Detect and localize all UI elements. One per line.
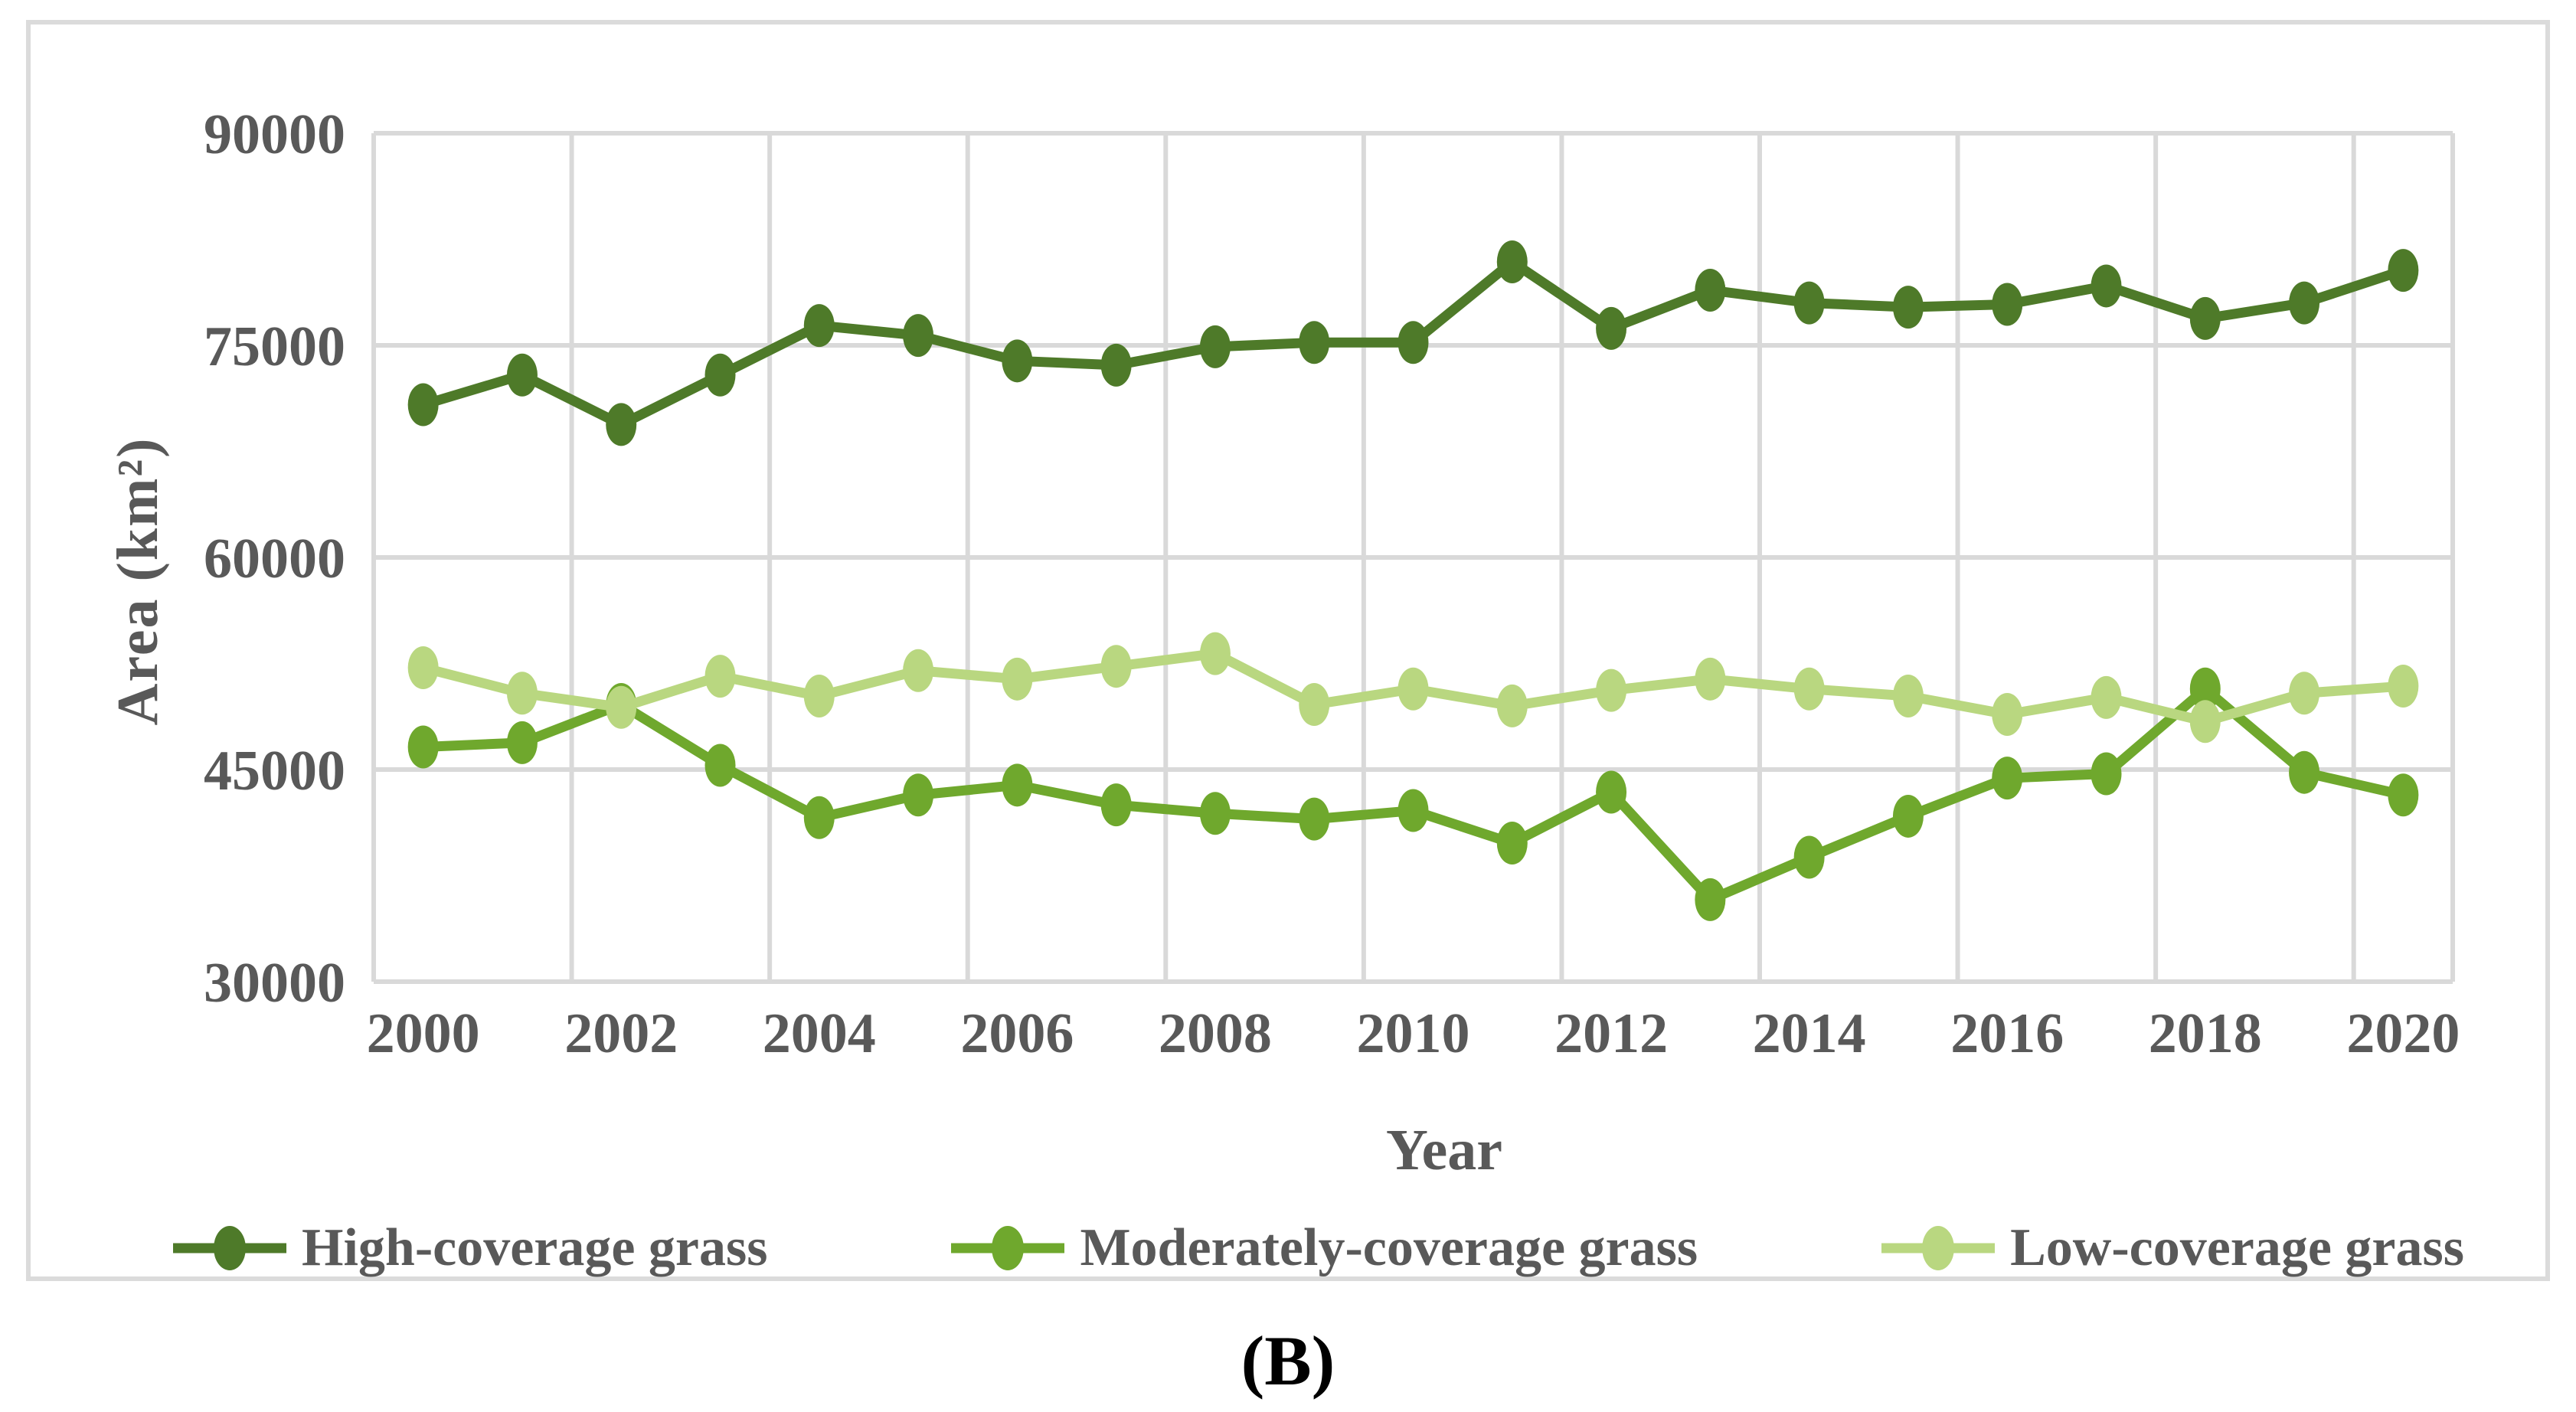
series-marker-high (606, 403, 637, 446)
series-marker-high (1100, 343, 1132, 387)
series-marker-high (2289, 281, 2320, 325)
x-tick-label: 2008 (1159, 1002, 1272, 1065)
series-marker-moderate (2189, 667, 2221, 711)
series-marker-low (606, 685, 637, 729)
series-marker-high (903, 314, 934, 358)
series-marker-low (1496, 684, 1528, 727)
series-marker-low (1299, 683, 1330, 727)
series-marker-low (1398, 667, 1429, 711)
series-marker-low (1793, 667, 1825, 711)
series-marker-low (1892, 674, 1924, 717)
x-tick-label: 2018 (2149, 1002, 2262, 1065)
x-tick-label: 2020 (2346, 1002, 2460, 1065)
series-marker-moderate (903, 773, 934, 817)
series-marker-high (2189, 296, 2221, 340)
series-marker-low (506, 672, 538, 715)
series-marker-low (1002, 657, 1033, 701)
y-tick-label: 75000 (204, 315, 345, 378)
series-marker-high (1695, 268, 1726, 312)
series-marker-moderate (1496, 822, 1528, 865)
series-marker-low (803, 674, 835, 717)
series-marker-high (2388, 249, 2419, 293)
legend-label-high-coverage: High-coverage grass (302, 1218, 768, 1277)
series-marker-moderate (2289, 750, 2320, 794)
series-marker-moderate (1002, 763, 1033, 807)
series-marker-moderate (2388, 773, 2419, 817)
series-marker-high (407, 383, 439, 427)
series-marker-moderate (1100, 783, 1132, 827)
series-marker-moderate (1596, 770, 1627, 814)
series-marker-low (704, 655, 736, 698)
chart-legend: High-coverage grass Moderately-coverage … (61, 1210, 2576, 1286)
series-marker-high (1199, 325, 1231, 368)
series-marker-low (2189, 700, 2221, 744)
series-marker-high (1002, 339, 1033, 383)
x-tick-label: 2014 (1753, 1002, 1866, 1065)
legend-item-high-coverage: High-coverage grass (173, 1218, 767, 1279)
series-marker-moderate (1398, 789, 1429, 832)
series-marker-low (1695, 657, 1726, 701)
series-marker-low (407, 646, 439, 690)
series-marker-low (2388, 665, 2419, 708)
series-marker-moderate (803, 796, 835, 839)
series-marker-low (1199, 632, 1231, 675)
chart-figure-frame: 90000 75000 60000 45000 30000 2000 2002 2004 200… (26, 20, 2550, 1281)
y-axis-title: Area (km²) (106, 436, 170, 726)
x-tick-label: 2004 (763, 1002, 876, 1065)
series-marker-moderate (704, 744, 736, 787)
series-marker-moderate (1992, 757, 2023, 800)
legend-item-low-coverage: Low-coverage grass (1881, 1218, 2464, 1279)
figure-caption: (B) (1241, 1322, 1335, 1400)
y-tick-label: 90000 (204, 103, 345, 166)
x-tick-label: 2016 (1950, 1002, 2064, 1065)
x-tick-label: 2006 (960, 1002, 1074, 1065)
series-marker-low (2289, 672, 2320, 715)
legend-label-low-coverage: Low-coverage grass (2010, 1218, 2464, 1277)
legend-marker-low-icon (1881, 1221, 1996, 1276)
series-marker-moderate (1892, 794, 1924, 838)
legend-label-moderately-coverage: Moderately-coverage grass (1080, 1218, 1698, 1277)
series-marker-high (803, 304, 835, 348)
series-marker-moderate (1793, 835, 1825, 879)
series-marker-high (1596, 306, 1627, 350)
y-tick-label: 60000 (204, 528, 345, 590)
y-tick-label: 30000 (204, 952, 345, 1015)
series-marker-high (1992, 283, 2023, 326)
legend-marker-high-icon (173, 1221, 287, 1276)
series-marker-low (1992, 692, 2023, 736)
series-marker-moderate (506, 721, 538, 764)
series-marker-low (903, 649, 934, 692)
series-marker-low (1596, 668, 1627, 712)
line-chart: 90000 75000 60000 45000 30000 2000 2002 2004 200… (204, 103, 2460, 1065)
legend-marker-moderate-icon (951, 1221, 1065, 1276)
series-marker-moderate (2091, 752, 2122, 796)
legend-item-moderately-coverage: Moderately-coverage grass (951, 1218, 1698, 1279)
series-marker-high (1299, 321, 1330, 364)
series-marker-low (2091, 675, 2122, 719)
x-tick-label: 2002 (564, 1002, 678, 1065)
x-axis-title: Year (1386, 1118, 1502, 1182)
x-tick-label: 2010 (1357, 1002, 1470, 1065)
series-marker-high (1793, 281, 1825, 325)
series-marker-moderate (407, 725, 439, 769)
series-marker-low (1100, 645, 1132, 688)
series-marker-high (1398, 321, 1429, 364)
series-marker-high (704, 353, 736, 397)
series-marker-high (1892, 286, 1924, 329)
series-marker-high (1496, 240, 1528, 284)
series-marker-moderate (1299, 797, 1330, 841)
x-tick-label: 2000 (367, 1002, 480, 1065)
series-marker-moderate (1695, 878, 1726, 921)
series-marker-moderate (1199, 792, 1231, 835)
x-tick-label: 2012 (1554, 1002, 1668, 1065)
series-marker-high (2091, 264, 2122, 308)
series-marker-high (506, 353, 538, 397)
y-tick-label: 45000 (204, 740, 345, 802)
